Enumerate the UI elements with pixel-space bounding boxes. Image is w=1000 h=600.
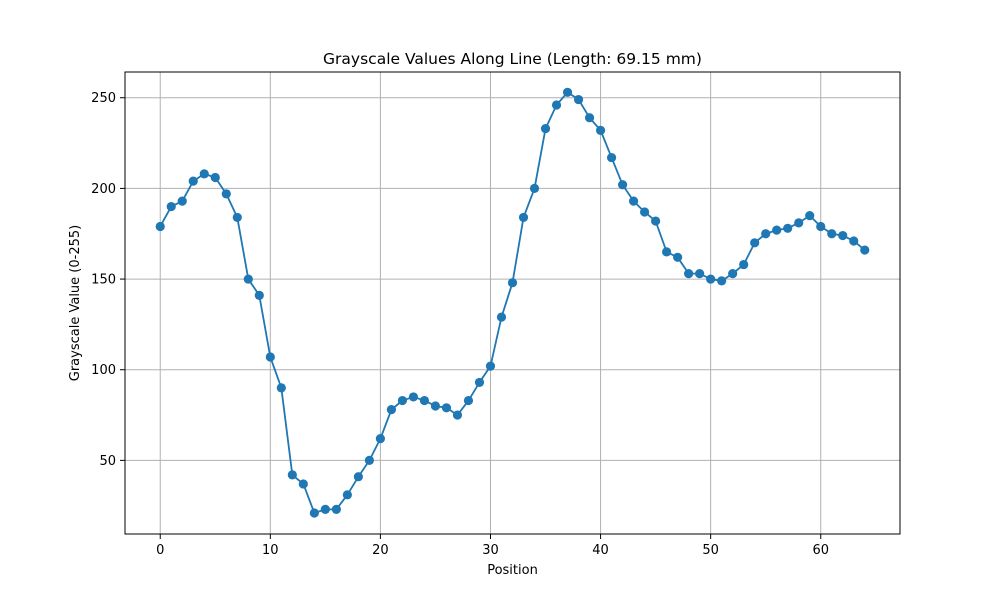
data-point xyxy=(617,180,628,190)
data-point xyxy=(739,259,749,270)
x-tick-label: 60 xyxy=(812,543,829,558)
data-point xyxy=(254,290,264,300)
data-point xyxy=(750,238,760,248)
data-point xyxy=(441,403,452,413)
data-point xyxy=(320,504,330,514)
grid-lines xyxy=(125,72,900,534)
data-point xyxy=(562,87,573,97)
data-point xyxy=(761,229,771,239)
data-point xyxy=(540,123,551,134)
data-point xyxy=(573,94,584,105)
x-tick-label: 50 xyxy=(702,543,719,558)
data-point xyxy=(408,392,419,402)
x-tick-label: 10 xyxy=(262,543,279,558)
data-point xyxy=(772,225,782,235)
data-point xyxy=(430,401,441,411)
x-axis-label: Position xyxy=(487,563,538,578)
data-point xyxy=(805,211,815,221)
data-point xyxy=(860,245,870,255)
data-point xyxy=(584,113,595,123)
data-point xyxy=(838,230,848,241)
data-point xyxy=(827,229,837,239)
data-point xyxy=(695,269,705,279)
data-point xyxy=(651,216,661,226)
data-point xyxy=(595,125,606,135)
data-point xyxy=(518,212,529,223)
data-point xyxy=(199,169,209,179)
y-tick-label: 200 xyxy=(91,182,116,197)
data-point xyxy=(496,312,507,322)
y-tick-label: 250 xyxy=(91,91,116,106)
data-point xyxy=(463,395,474,406)
y-axis-ticks: 50 100 150 200 250 xyxy=(91,91,125,469)
data-point xyxy=(342,490,352,500)
x-tick-label: 40 xyxy=(592,543,609,558)
data-point xyxy=(529,183,540,194)
data-point xyxy=(628,196,639,206)
data-point xyxy=(606,152,617,163)
data-point xyxy=(210,172,220,183)
data-point xyxy=(419,395,430,406)
data-point xyxy=(232,212,242,223)
x-tick-label: 20 xyxy=(372,543,389,558)
data-point xyxy=(155,221,165,232)
y-axis-label: Grayscale Value (0-255) xyxy=(68,225,83,381)
data-point xyxy=(673,252,683,262)
data-point xyxy=(375,434,385,444)
data-point xyxy=(684,269,694,279)
data-point xyxy=(287,470,297,480)
data-point xyxy=(397,395,408,406)
data-point xyxy=(243,274,253,284)
data-point xyxy=(717,276,727,286)
data-point xyxy=(265,352,275,362)
data-point xyxy=(640,207,650,217)
data-point xyxy=(728,269,738,279)
series-markers xyxy=(155,87,870,518)
data-point xyxy=(706,274,716,284)
x-tick-label: 30 xyxy=(482,543,499,558)
data-point xyxy=(794,218,804,228)
data-point xyxy=(662,247,672,257)
data-point xyxy=(188,176,198,186)
data-point xyxy=(364,455,374,465)
data-point xyxy=(507,278,518,288)
data-point xyxy=(849,236,859,246)
data-point xyxy=(783,223,793,233)
data-point xyxy=(551,100,562,110)
data-point xyxy=(474,377,485,388)
data-point xyxy=(309,508,319,518)
y-tick-label: 150 xyxy=(91,273,116,288)
data-point xyxy=(386,405,397,415)
data-point xyxy=(331,504,341,514)
data-point xyxy=(221,189,231,199)
data-point xyxy=(166,201,176,212)
y-tick-label: 50 xyxy=(99,454,116,469)
plot-frame xyxy=(124,71,901,535)
data-point xyxy=(177,196,187,206)
x-tick-label: 0 xyxy=(156,543,164,558)
data-point xyxy=(816,221,826,232)
x-axis-ticks: 0 10 20 30 40 50 60 xyxy=(156,534,829,558)
data-point xyxy=(298,479,308,489)
chart-title: Grayscale Values Along Line (Length: 69.… xyxy=(323,50,702,68)
y-tick-label: 100 xyxy=(91,363,116,378)
data-point xyxy=(452,410,463,420)
data-point xyxy=(276,383,286,393)
data-point xyxy=(485,361,496,371)
data-point xyxy=(353,472,363,482)
